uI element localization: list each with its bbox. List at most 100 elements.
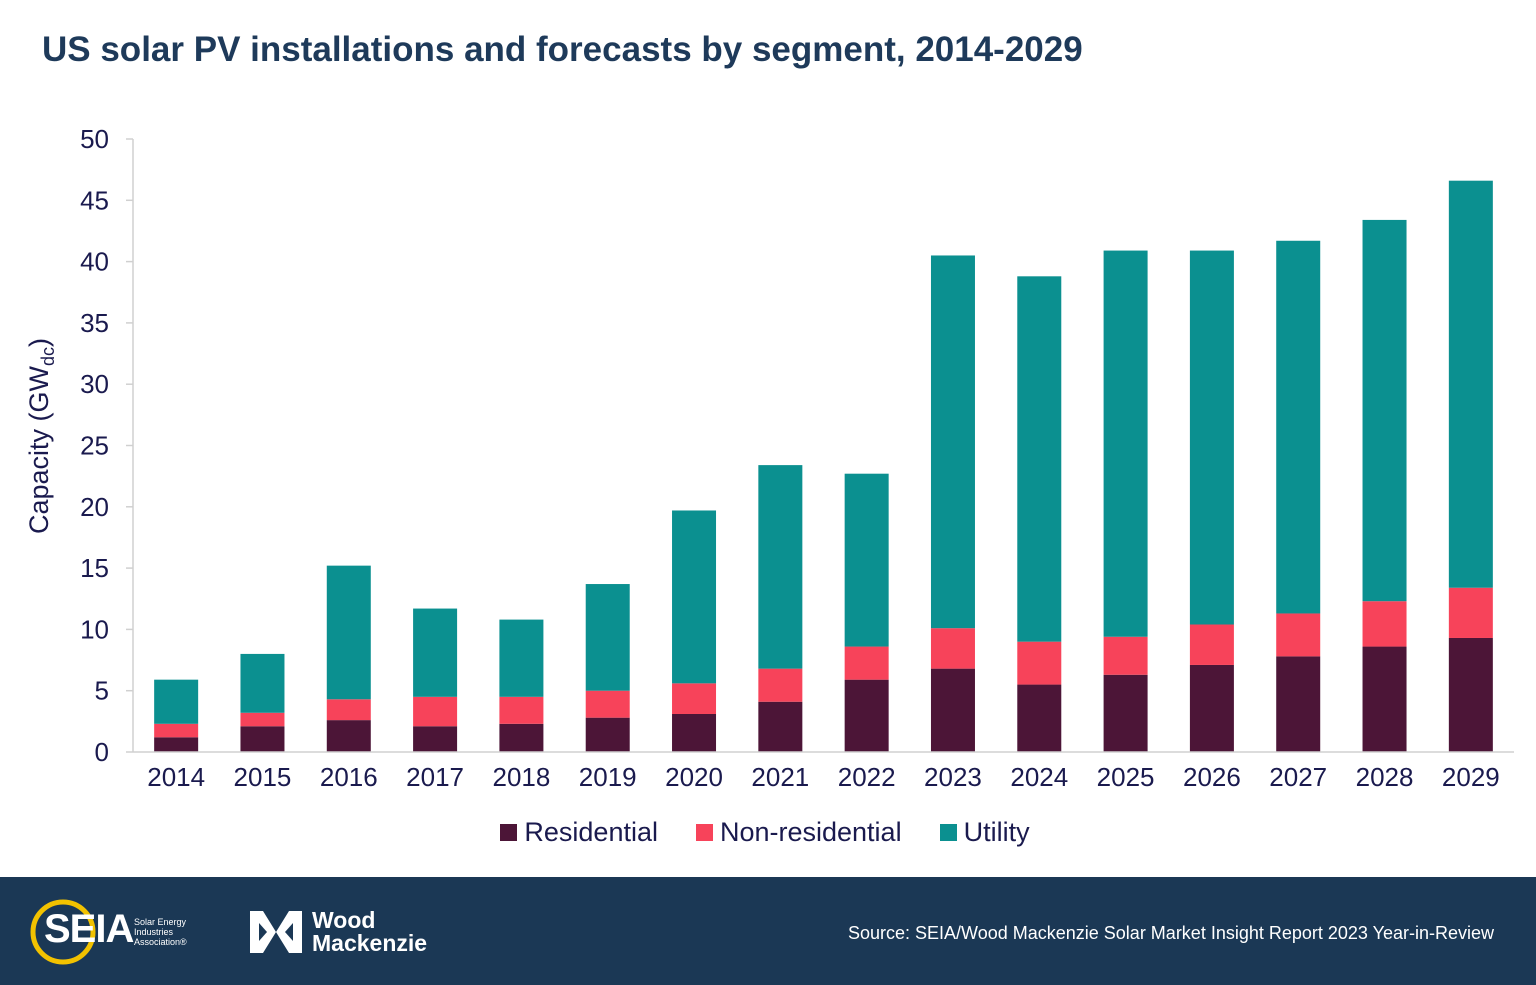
- x-tick-label: 2019: [579, 762, 637, 792]
- legend-label: Residential: [524, 816, 658, 847]
- legend-swatch: [695, 823, 713, 841]
- x-tick-label: 2017: [406, 762, 464, 792]
- bar-non-residential-2028: [1362, 601, 1407, 647]
- bar-residential-2025: [1103, 674, 1148, 752]
- y-axis-label-main: Capacity (GW: [24, 365, 54, 534]
- y-tick-label: 0: [95, 737, 109, 767]
- bar-residential-2019: [585, 717, 630, 752]
- source-note: Source: SEIA/Wood Mackenzie Solar Market…: [848, 923, 1494, 943]
- bar-non-residential-2019: [585, 690, 630, 718]
- bar-non-residential-2029: [1448, 587, 1493, 638]
- bar-utility-2025: [1103, 250, 1148, 637]
- legend-item-non-residential: Non-residential: [695, 814, 902, 850]
- seia-logo: SEIA Solar Energy Industries Association…: [28, 897, 208, 965]
- bar-non-residential-2020: [672, 683, 717, 714]
- bar-utility-2026: [1189, 250, 1234, 625]
- y-axis-label-close: ): [24, 338, 54, 347]
- bar-non-residential-2016: [326, 699, 371, 721]
- y-axis-label-sub: dc: [38, 347, 58, 366]
- y-tick-label: 35: [80, 308, 109, 338]
- x-tick-label: 2022: [838, 762, 896, 792]
- bar-utility-2016: [326, 565, 371, 700]
- bar-residential-2028: [1362, 646, 1407, 752]
- bar-utility-2021: [758, 465, 803, 669]
- bar-non-residential-2017: [413, 696, 458, 727]
- legend-swatch: [500, 823, 518, 841]
- bar-non-residential-2015: [240, 712, 285, 727]
- bar-utility-2015: [240, 653, 285, 713]
- bar-residential-2024: [1017, 684, 1062, 752]
- x-axis: 2014 2015 2016 2017 2018 2019 2020 2021 2022 2023…: [133, 751, 1514, 792]
- bar-non-residential-2018: [499, 696, 544, 724]
- chart-title: US solar PV installations and forecasts …: [42, 30, 1083, 69]
- x-tick-label: 2026: [1183, 762, 1241, 792]
- bar-residential-2027: [1276, 656, 1321, 752]
- wood-mackenzie-mark-icon: [250, 911, 302, 953]
- bar-residential-2018: [499, 723, 544, 752]
- x-tick-label: 2016: [320, 762, 378, 792]
- bar-utility-2018: [499, 619, 544, 697]
- y-tick-label: 20: [80, 492, 109, 522]
- bars: [154, 180, 1493, 752]
- wm-line2: Mackenzie: [312, 930, 428, 956]
- legend: Residential Non-residential Utility: [0, 814, 1536, 850]
- y-tick-label: 50: [80, 124, 109, 154]
- x-tick-label: 2021: [751, 762, 809, 792]
- wm-line1: Wood: [312, 907, 376, 933]
- y-axis: 0 5 10 15 20 25 30 35 40 45 50: [80, 124, 134, 767]
- footer: SEIA Solar Energy Industries Association…: [0, 877, 1536, 985]
- x-tick-label: 2024: [1010, 762, 1068, 792]
- x-tick-label: 2028: [1356, 762, 1414, 792]
- y-tick-label: 10: [80, 614, 109, 644]
- legend-swatch: [939, 823, 957, 841]
- seia-logo-text: SEIA: [44, 907, 134, 951]
- bar-utility-2020: [672, 510, 717, 684]
- bar-non-residential-2022: [844, 646, 889, 680]
- y-tick-label: 45: [80, 185, 109, 215]
- bar-utility-2029: [1448, 180, 1493, 588]
- bar-utility-2019: [585, 584, 630, 691]
- y-tick-label: 40: [80, 247, 109, 277]
- bar-non-residential-2021: [758, 668, 803, 702]
- bar-residential-2015: [240, 726, 285, 752]
- bar-utility-2024: [1017, 276, 1062, 642]
- bar-residential-2017: [413, 726, 458, 752]
- x-tick-label: 2025: [1097, 762, 1155, 792]
- bar-residential-2014: [154, 737, 199, 752]
- legend-item-residential: Residential: [500, 814, 658, 850]
- bar-non-residential-2027: [1276, 613, 1321, 657]
- bar-utility-2017: [413, 608, 458, 697]
- x-tick-label: 2020: [665, 762, 723, 792]
- y-tick-label: 30: [80, 369, 109, 399]
- x-tick-label: 2018: [492, 762, 550, 792]
- bar-residential-2023: [930, 668, 975, 752]
- y-tick-label: 15: [80, 553, 109, 583]
- wood-mackenzie-wordmark: Wood Mackenzie: [312, 909, 427, 955]
- x-tick-label: 2015: [234, 762, 292, 792]
- wood-mackenzie-logo: Wood Mackenzie: [250, 907, 460, 957]
- seia-sun-icon: [30, 899, 96, 965]
- bar-non-residential-2025: [1103, 636, 1148, 675]
- seia-tagline: Solar Energy Industries Association®: [134, 917, 187, 947]
- legend-item-utility: Utility: [939, 814, 1030, 850]
- legend-label: Non-residential: [719, 816, 902, 847]
- bar-utility-2014: [154, 679, 199, 724]
- x-tick-label: 2023: [924, 762, 982, 792]
- bar-non-residential-2014: [154, 723, 199, 738]
- bar-utility-2028: [1362, 219, 1407, 602]
- bar-residential-2026: [1189, 664, 1234, 752]
- bar-residential-2021: [758, 701, 803, 752]
- bar-utility-2023: [930, 255, 975, 629]
- bar-residential-2016: [326, 720, 371, 752]
- bar-residential-2020: [672, 713, 717, 752]
- x-tick-label: 2014: [147, 762, 205, 792]
- bar-non-residential-2023: [930, 628, 975, 669]
- y-tick-label: 5: [95, 676, 109, 706]
- x-tick-label: 2027: [1269, 762, 1327, 792]
- y-tick-label: 25: [80, 431, 109, 461]
- bar-residential-2029: [1448, 637, 1493, 752]
- bar-non-residential-2024: [1017, 641, 1062, 685]
- bar-residential-2022: [844, 679, 889, 752]
- bar-non-residential-2026: [1189, 624, 1234, 665]
